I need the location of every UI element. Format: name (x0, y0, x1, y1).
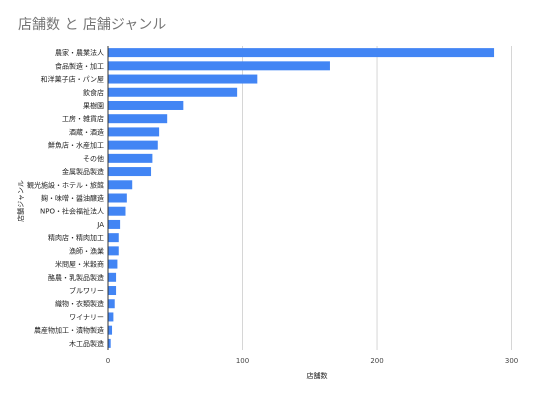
category-label: 漁師・漁業 (69, 246, 104, 255)
category-label: ワイナリー (69, 313, 104, 321)
bar (108, 312, 114, 322)
bar (108, 325, 113, 335)
category-label: JA (96, 221, 104, 229)
category-label: 果樹園 (83, 101, 104, 110)
bar (108, 338, 111, 348)
bar (108, 272, 117, 282)
grid-lines (242, 46, 512, 350)
x-tick-label: 100 (236, 357, 249, 365)
bar (108, 48, 495, 58)
bar (108, 206, 126, 216)
category-label: 米問屋・米穀商 (55, 260, 104, 269)
x-tick-labels: 0 100 200 300 (106, 357, 518, 365)
category-label: 織物・衣類製造 (55, 299, 104, 308)
category-label: 金属製品製造 (62, 167, 104, 176)
category-label: 飲食店 (83, 88, 104, 97)
bar (108, 167, 152, 177)
category-label: 観光施設・ホテル・旅館 (27, 180, 104, 189)
y-axis-title: 店舗ジャンル (16, 180, 25, 222)
category-label: 酒蔵・酒造 (69, 127, 104, 136)
category-label: 精肉店・精肉加工 (48, 233, 104, 242)
bar (108, 153, 153, 163)
category-label: 酪農・乳製品製造 (48, 273, 104, 282)
category-label: 木工品製造 (69, 339, 104, 348)
x-axis-title: 店舗数 (307, 371, 328, 380)
chart-title: 店舗数 と 店舗ジャンル (18, 17, 167, 33)
category-labels: 農家・農業法人食品製造・加工和洋菓子店・パン屋飲食店果樹園工房・雑貨店酒蔵・酒造… (27, 48, 104, 348)
x-tick-label: 200 (370, 357, 383, 365)
bar (108, 259, 118, 269)
category-label: ブルワリー (69, 286, 104, 295)
bar (108, 180, 133, 190)
category-label: 農家・農業法人 (55, 48, 104, 57)
bar (108, 127, 160, 137)
category-label: 鮮魚店・水産加工 (48, 141, 104, 150)
category-label: 農産物加工・漬物製造 (34, 326, 104, 335)
bar (108, 74, 258, 84)
bar (108, 100, 184, 110)
bar (108, 246, 119, 256)
bar (108, 61, 330, 71)
category-label: 工房・雑貨店 (62, 114, 104, 123)
category-label: 麹・味噌・醤油醸造 (41, 194, 104, 203)
category-label: その他 (83, 154, 104, 163)
category-label: NPO・社会福祉法人 (40, 207, 104, 216)
bars (108, 48, 495, 348)
bar (108, 219, 121, 229)
bar (108, 299, 115, 309)
bar (108, 87, 238, 97)
bar (108, 114, 168, 124)
x-tick-label: 300 (505, 357, 518, 365)
bar (108, 140, 158, 150)
category-label: 食品製造・加工 (55, 61, 104, 70)
bar (108, 193, 127, 203)
bar (108, 286, 117, 296)
bar (108, 233, 119, 243)
x-tick-label: 0 (106, 357, 110, 365)
category-label: 和洋菓子店・パン屋 (41, 75, 104, 84)
